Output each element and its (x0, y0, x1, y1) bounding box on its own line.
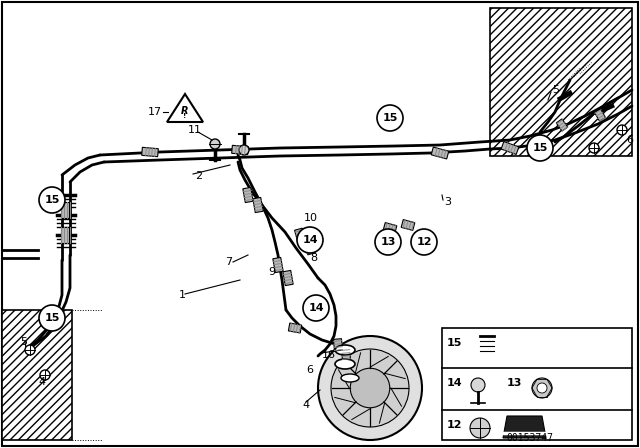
Circle shape (350, 368, 390, 408)
Polygon shape (167, 94, 203, 122)
Text: 4: 4 (38, 377, 45, 387)
Text: 12: 12 (447, 420, 463, 430)
Circle shape (377, 105, 403, 131)
Polygon shape (61, 227, 69, 243)
Bar (442, 328, 632, 440)
Polygon shape (141, 147, 158, 157)
Circle shape (471, 378, 485, 392)
Text: 14: 14 (302, 235, 318, 245)
Polygon shape (61, 202, 69, 218)
Circle shape (527, 135, 553, 161)
Polygon shape (556, 119, 568, 131)
Circle shape (589, 143, 599, 153)
Circle shape (239, 145, 249, 155)
Circle shape (40, 370, 50, 380)
Text: 1: 1 (179, 290, 186, 300)
Ellipse shape (341, 374, 359, 382)
Circle shape (210, 139, 220, 149)
Circle shape (470, 418, 490, 438)
Text: 14: 14 (308, 303, 324, 313)
Circle shape (617, 125, 627, 135)
Ellipse shape (335, 359, 355, 369)
Text: 13: 13 (380, 237, 396, 247)
Circle shape (39, 305, 65, 331)
Text: 6: 6 (626, 135, 633, 145)
Text: 16: 16 (322, 350, 336, 360)
Polygon shape (232, 145, 248, 155)
Text: 10: 10 (304, 213, 318, 223)
Circle shape (331, 349, 409, 427)
Polygon shape (305, 241, 316, 255)
Polygon shape (289, 323, 301, 333)
Text: 15: 15 (532, 143, 548, 153)
Polygon shape (283, 271, 293, 285)
Ellipse shape (335, 345, 355, 355)
Text: 15: 15 (44, 195, 60, 205)
Text: 14: 14 (447, 378, 463, 388)
Circle shape (303, 295, 329, 321)
Text: 3: 3 (444, 197, 451, 207)
Text: 2: 2 (195, 171, 202, 181)
Polygon shape (342, 348, 351, 360)
Text: 6: 6 (306, 365, 313, 375)
Text: 11: 11 (188, 125, 202, 135)
Polygon shape (333, 339, 342, 351)
Bar (2, 310, 72, 440)
Text: 15: 15 (382, 113, 397, 123)
Circle shape (375, 229, 401, 255)
Polygon shape (273, 258, 283, 272)
Text: 9: 9 (268, 267, 275, 277)
Circle shape (537, 383, 547, 393)
Polygon shape (595, 109, 605, 121)
Text: !: ! (184, 113, 187, 119)
Circle shape (532, 378, 552, 398)
Circle shape (411, 229, 437, 255)
Polygon shape (501, 142, 519, 155)
Circle shape (25, 345, 35, 355)
Text: 5: 5 (552, 85, 559, 95)
Text: 5: 5 (20, 337, 27, 347)
Polygon shape (401, 220, 415, 230)
Circle shape (318, 336, 422, 440)
Bar (490, 8, 632, 156)
Text: 12: 12 (416, 237, 432, 247)
Polygon shape (243, 187, 253, 202)
Polygon shape (431, 147, 449, 159)
Polygon shape (383, 223, 397, 233)
Text: 4: 4 (302, 400, 309, 410)
Text: R: R (181, 106, 189, 116)
Text: 00153747: 00153747 (506, 433, 554, 443)
Text: 8: 8 (310, 253, 317, 263)
Text: 17: 17 (148, 107, 162, 117)
Text: 15: 15 (44, 313, 60, 323)
Polygon shape (503, 416, 546, 438)
Text: 7: 7 (225, 257, 232, 267)
Circle shape (39, 187, 65, 213)
Circle shape (297, 227, 323, 253)
Text: 13: 13 (507, 378, 522, 388)
Polygon shape (253, 198, 263, 213)
Polygon shape (294, 228, 305, 242)
Text: 15: 15 (447, 338, 462, 348)
